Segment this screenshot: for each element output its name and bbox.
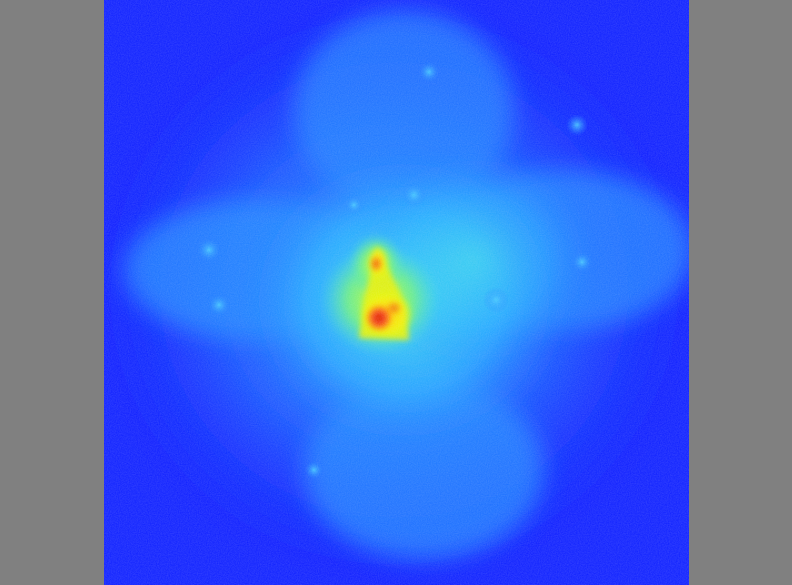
speckle-noise — [104, 0, 689, 585]
heatmap-svg — [104, 0, 689, 585]
right-gray-padding — [689, 0, 792, 585]
left-gray-padding — [0, 0, 104, 585]
heatmap-image — [104, 0, 689, 585]
